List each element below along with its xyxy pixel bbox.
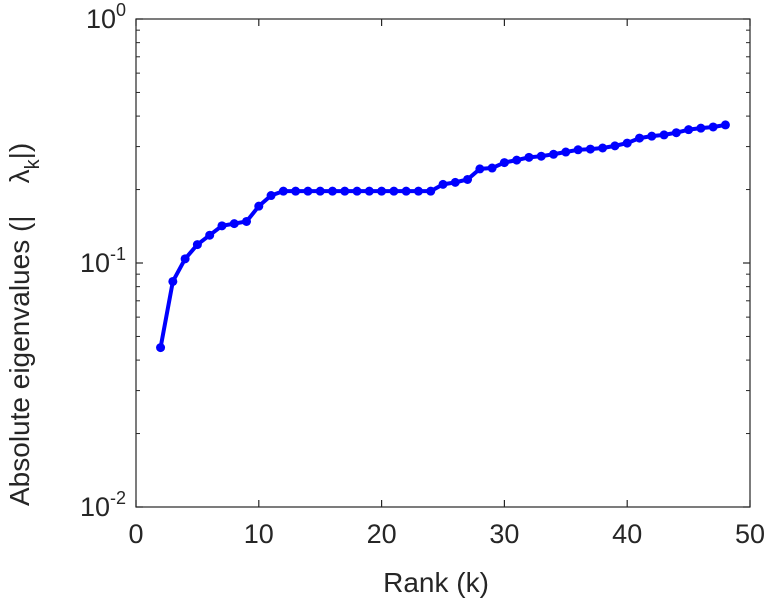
data-point — [524, 152, 534, 162]
series-line — [158, 122, 726, 348]
data-point — [475, 164, 485, 174]
data-point — [217, 221, 227, 231]
data-point — [512, 155, 522, 165]
plot-frame — [135, 18, 751, 508]
y-axis-label-symbol: λ — [4, 169, 35, 183]
data-point — [364, 186, 374, 196]
data-point — [499, 158, 509, 168]
data-point — [536, 151, 546, 161]
x-tick-label: 30 — [489, 519, 519, 549]
data-point — [487, 163, 497, 173]
data-point — [622, 138, 632, 148]
data-point — [291, 186, 301, 196]
data-point — [573, 145, 583, 155]
data-point — [684, 125, 694, 135]
data-point — [696, 123, 706, 133]
data-point — [634, 133, 644, 143]
data-point — [340, 186, 350, 196]
data-point — [708, 122, 718, 132]
data-point — [647, 131, 657, 141]
data-point — [156, 343, 166, 353]
x-tick-label: 20 — [367, 519, 397, 549]
y-tick-label: 10-2 — [80, 488, 126, 522]
data-point — [377, 186, 387, 196]
y-tick-label: 100 — [86, 0, 126, 34]
data-point — [610, 141, 620, 151]
data-point — [352, 186, 362, 196]
data-point — [659, 130, 669, 140]
x-axis-label: Rank (k) — [383, 567, 489, 598]
x-tick-label: 0 — [128, 519, 143, 549]
x-tick-label: 10 — [244, 519, 274, 549]
data-point — [229, 219, 239, 229]
data-point — [413, 186, 423, 196]
data-point — [463, 174, 473, 184]
data-point — [389, 186, 399, 196]
y-tick-label: 10-1 — [80, 244, 126, 278]
x-tick-label: 50 — [735, 519, 765, 549]
data-point — [720, 120, 730, 130]
y-axis-label-text: Absolute eigenvalues (| — [4, 215, 35, 506]
y-axis-label-subscript: k — [22, 158, 44, 169]
data-point — [266, 191, 276, 201]
data-point — [254, 201, 264, 211]
data-point — [168, 276, 178, 286]
y-axis-label: Absolute eigenvalues (| λk|) — [4, 143, 44, 506]
data-point — [192, 240, 202, 250]
data-point — [585, 144, 595, 154]
data-point — [671, 128, 681, 138]
data-point — [598, 143, 608, 153]
data-point — [401, 186, 411, 196]
data-point — [205, 230, 215, 240]
data-point — [180, 254, 190, 264]
y-axis-label-close: |) — [4, 143, 35, 160]
data-point — [450, 177, 460, 187]
data-point — [426, 186, 436, 196]
data-point — [278, 186, 288, 196]
data-point — [549, 149, 559, 159]
data-point — [303, 186, 313, 196]
x-tick-label: 40 — [612, 519, 642, 549]
data-point — [327, 186, 337, 196]
data-point — [242, 216, 252, 226]
data-point — [315, 186, 325, 196]
data-point — [438, 179, 448, 189]
data-point — [561, 147, 571, 157]
